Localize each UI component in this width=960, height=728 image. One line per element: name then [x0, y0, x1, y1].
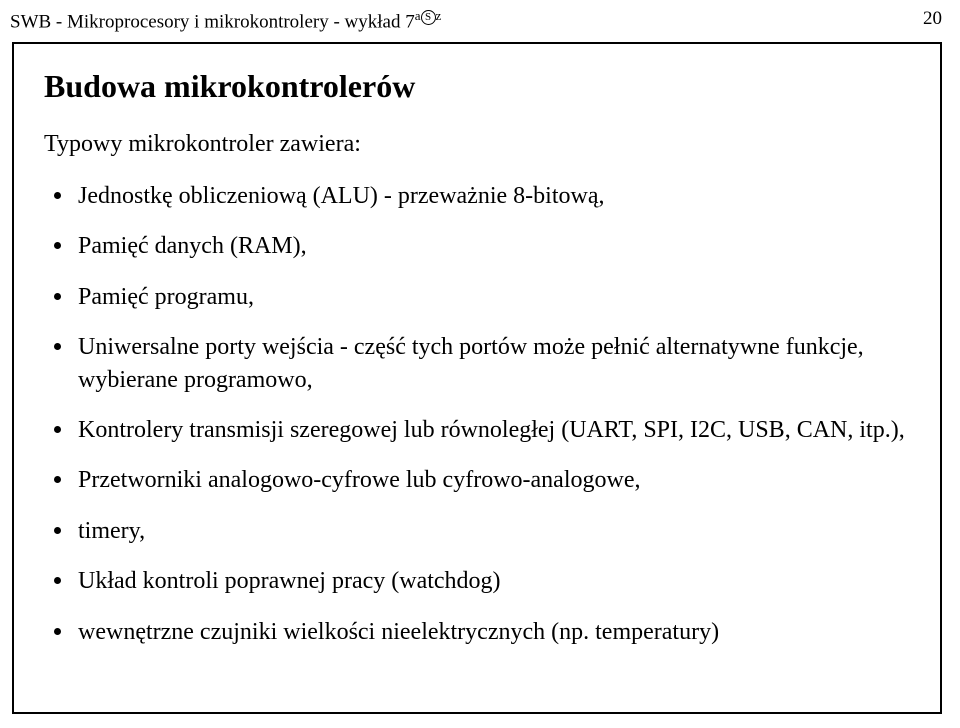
page-header: SWB - Mikroprocesory i mikrokontrolery -…: [10, 8, 942, 33]
bullet-list: Jednostkę obliczeniową (ALU) - przeważni…: [44, 180, 910, 648]
list-item: Układ kontroli poprawnej pracy (watchdog…: [44, 565, 910, 597]
header-sup-a: a: [415, 8, 421, 23]
header-sup-z: z: [436, 8, 442, 23]
list-item: Przetworniki analogowo-cyfrowe lub cyfro…: [44, 464, 910, 496]
circled-s-icon: S: [421, 10, 436, 25]
page-number: 20: [923, 8, 942, 30]
list-item: Jednostkę obliczeniową (ALU) - przeważni…: [44, 180, 910, 212]
list-item: Pamięć danych (RAM),: [44, 230, 910, 262]
page: SWB - Mikroprocesory i mikrokontrolery -…: [0, 0, 960, 728]
header-text: SWB - Mikroprocesory i mikrokontrolery -…: [10, 11, 415, 32]
list-item: Uniwersalne porty wejścia - część tych p…: [44, 331, 910, 396]
content-frame: Budowa mikrokontrolerów Typowy mikrokont…: [12, 42, 942, 714]
header-left: SWB - Mikroprocesory i mikrokontrolery -…: [10, 8, 441, 33]
list-item: wewnętrzne czujniki wielkości nieelektry…: [44, 616, 910, 648]
page-subtitle: Typowy mikrokontroler zawiera:: [44, 131, 910, 158]
page-title: Budowa mikrokontrolerów: [44, 68, 910, 105]
list-item: Kontrolery transmisji szeregowej lub rów…: [44, 414, 910, 446]
list-item: Pamięć programu,: [44, 281, 910, 313]
list-item: timery,: [44, 515, 910, 547]
